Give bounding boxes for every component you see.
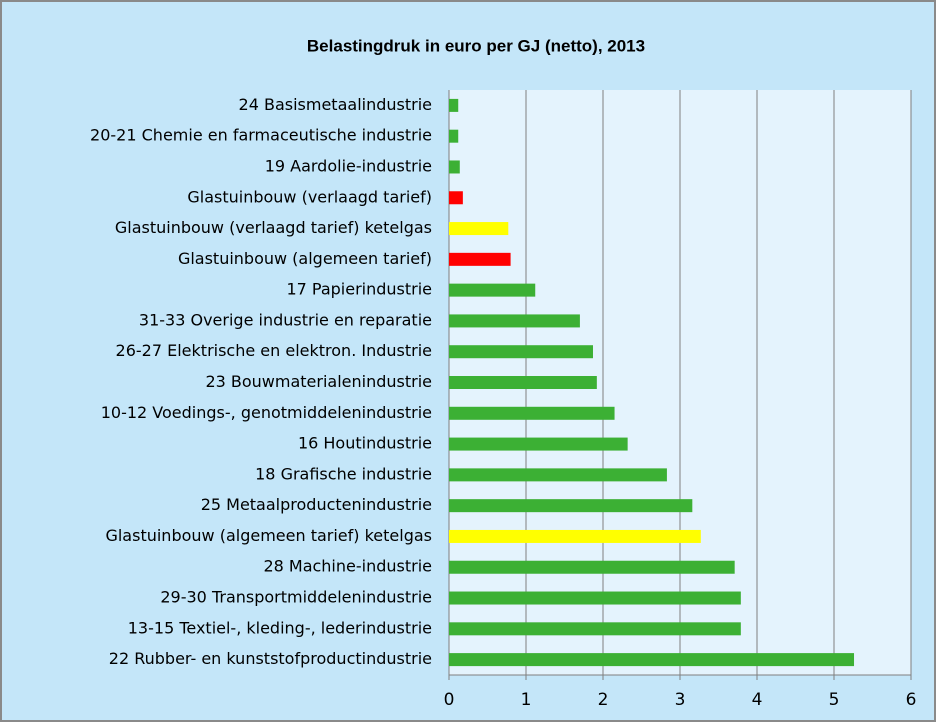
y-tick-label: Glastuinbouw (verlaagd tarief) [187,187,432,206]
y-tick-label: 13-15 Textiel-, kleding-, lederindustrie [128,618,432,637]
bar [449,222,509,236]
bar [449,314,580,328]
y-tick-label: 22 Rubber- en kunststofproductindustrie [109,649,432,668]
y-tick-label: 31-33 Overige industrie en reparatie [139,310,432,329]
x-tick-label: 4 [752,690,763,710]
bar [449,345,593,359]
y-tick-label: Glastuinbouw (algemeen tarief) ketelgas [105,526,432,545]
y-tick-label: 29-30 Transportmiddelenindustrie [160,588,432,607]
x-tick-label: 0 [444,690,455,710]
bar [449,191,463,205]
bar [449,560,735,574]
x-tick-label: 1 [521,690,532,710]
y-tick-label: 26-27 Elektrische en elektron. Industrie [116,341,432,360]
bar [449,160,460,174]
y-tick-label: 17 Papierindustrie [286,280,432,299]
bar [449,591,741,605]
x-tick-label: 3 [675,690,686,710]
y-tick-label: 19 Aardolie-industrie [265,156,432,175]
bar [449,376,597,389]
y-tick-label: 25 Metaalproductenindustrie [201,495,432,514]
x-tick-label: 2 [598,690,609,710]
bar [449,437,628,451]
x-tick-label: 5 [829,690,840,710]
y-tick-label: Glastuinbouw (verlaagd tarief) ketelgas [115,218,432,237]
y-tick-label: 24 Basismetaalindustrie [239,95,432,114]
y-tick-label: Glastuinbouw (algemeen tarief) [178,249,432,268]
chart-title: Belastingdruk in euro per GJ (netto), 20… [307,36,645,55]
y-tick-label: 18 Grafische industrie [255,464,432,483]
bar [449,468,667,482]
bar [449,499,693,513]
y-tick-label: 28 Machine-industrie [263,557,432,576]
bar [449,283,536,297]
bar [449,653,855,667]
bar [449,252,511,266]
y-tick-label: 23 Bouwmaterialenindustrie [205,372,432,391]
bar [449,622,741,636]
y-tick-label: 10-12 Voedings-, genotmiddelenindustrie [101,403,432,422]
x-tick-label: 6 [906,690,917,710]
bar [449,529,701,543]
bar [449,129,459,143]
y-tick-label: 20-21 Chemie en farmaceutische industrie [90,126,432,145]
y-tick-label: 16 Houtindustrie [298,434,432,453]
bar [449,406,615,420]
bar [449,98,459,112]
